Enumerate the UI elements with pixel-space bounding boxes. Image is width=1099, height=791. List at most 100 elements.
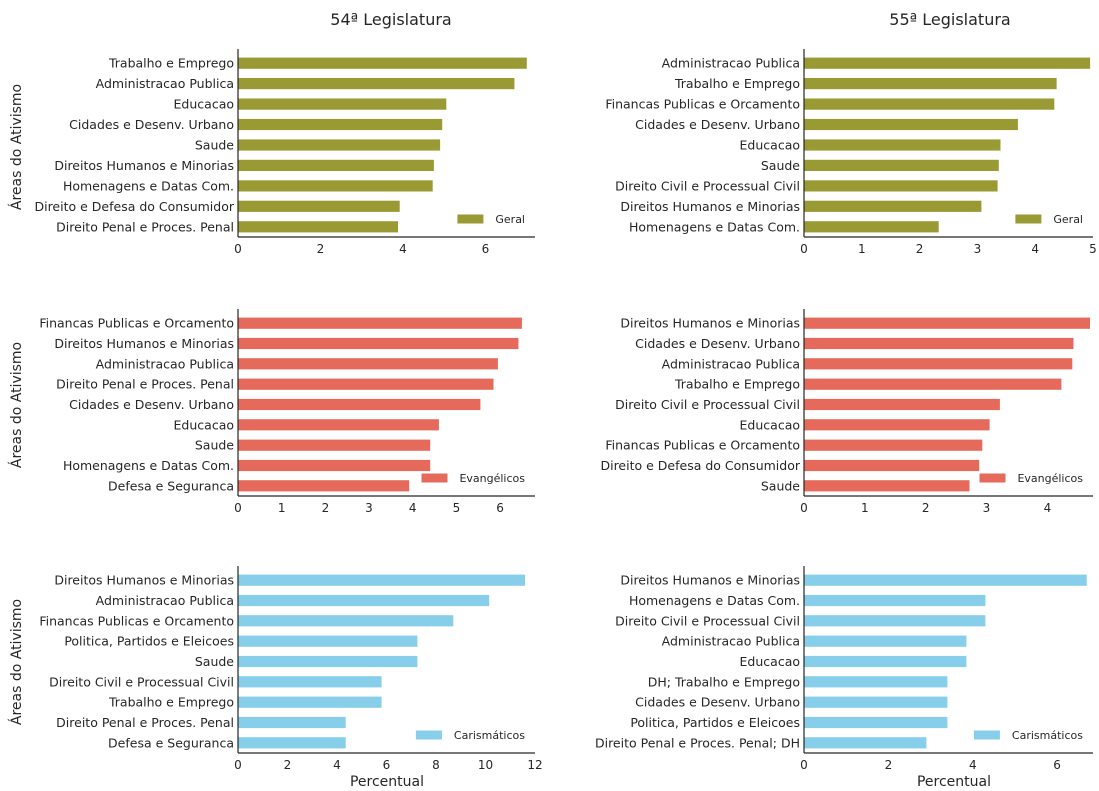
bar-carismaticos-55-7 [804,696,948,708]
legend-swatch [457,214,484,224]
panel-geral-55: Administracao Publica Trabalho e Emprego F… [605,49,1097,256]
category-label: Homenagens e Datas Com. [629,593,800,608]
category-label: Cidades e Desenv. Urbano [69,397,234,412]
x-tick-label: 5 [453,501,461,515]
category-label: Trabalho e Emprego [674,76,800,91]
x-tick-label: 0 [234,758,242,772]
bar-geral-55-9 [804,221,939,233]
bar-carismaticos-55-6 [804,676,948,688]
bar-geral-54-2 [238,78,515,90]
bar-carismaticos-54-1 [238,574,526,586]
legend-swatch [421,473,448,483]
legend-swatch [979,473,1006,483]
legend-swatch [415,730,442,740]
category-label: Direito Civil e Processual Civil [615,613,800,628]
bar-evangelicos-55-9 [804,480,970,492]
bar-carismaticos-54-6 [238,676,382,688]
x-tick-label: 0 [800,501,808,515]
category-label: Administracao Publica [662,634,800,649]
x-tick-label: 4 [1031,242,1039,256]
bar-evangelicos-55-2 [804,337,1074,350]
category-label: Direitos Humanos e Minorias [620,199,800,214]
bar-geral-55-7 [804,180,998,192]
bar-carismaticos-54-7 [238,696,382,708]
bar-carismaticos-55-8 [804,716,948,729]
bar-evangelicos-54-7 [238,439,431,451]
panel-evangelicos-55: Direitos Humanos e Minorias Cidades e Des… [600,309,1093,515]
category-label: Administracao Publica [96,356,234,371]
category-label: Politica, Partidos e Eleicoes [64,634,234,649]
x-tick-label: 0 [800,242,808,256]
bar-carismaticos-54-8 [238,716,346,729]
x-tick-label: 8 [432,758,440,772]
legend-label: Geral [495,213,525,226]
x-tick-label: 6 [482,242,490,256]
category-label: Direitos Humanos e Minorias [620,573,800,588]
category-label: Cidades e Desenv. Urbano [69,117,234,132]
x-tick-label: 6 [496,501,504,515]
category-label: Saude [761,158,800,173]
bar-geral-54-6 [238,159,434,171]
category-label: Educacao [740,654,800,669]
bar-carismaticos-54-3 [238,615,454,627]
bar-evangelicos-54-8 [238,459,431,472]
x-tick-label: 12 [527,758,542,772]
bar-evangelicos-54-1 [238,317,522,329]
bar-evangelicos-55-3 [804,358,1073,370]
category-label: Direito e Defesa do Consumidor [600,458,800,473]
category-label: Direitos Humanos e Minorias [54,158,234,173]
category-label: Educacao [174,417,234,432]
x-tick-label: 1 [861,501,869,515]
category-label: Cidades e Desenv. Urbano [635,117,800,132]
bar-geral-54-4 [238,118,443,131]
bar-carismaticos-55-2 [804,594,986,607]
bar-geral-54-1 [238,57,527,69]
bar-evangelicos-54-5 [238,398,481,411]
x-tick-label: 2 [916,242,924,256]
bar-carismaticos-54-2 [238,594,490,607]
category-label: Defesa e Seguranca [108,478,234,493]
bar-geral-55-6 [804,159,999,171]
bar-evangelicos-54-4 [238,378,494,390]
legend-label: Carismáticos [454,729,525,742]
x-tick-label: 4 [409,501,417,515]
bar-evangelicos-54-6 [238,419,439,431]
bar-evangelicos-55-6 [804,419,990,431]
bar-evangelicos-54-2 [238,337,519,350]
bar-geral-55-8 [804,200,982,212]
bar-evangelicos-54-9 [238,480,410,492]
panel-evangelicos-54: Financas Publicas e Orcamento Direitos Hu… [39,309,535,515]
x-tick-label: 4 [969,758,977,772]
bar-carismaticos-55-3 [804,615,986,627]
category-label: Saude [761,478,800,493]
legend-swatch [1015,214,1042,224]
category-label: Financas Publicas e Orcamento [39,316,234,331]
category-label: Direitos Humanos e Minorias [54,336,234,351]
bar-evangelicos-55-8 [804,459,980,472]
category-label: Homenagens e Datas Com. [629,219,800,234]
bar-carismaticos-54-5 [238,655,418,668]
x-tick-label: 4 [399,242,407,256]
x-tick-label: 6 [1053,758,1061,772]
bar-evangelicos-55-1 [804,317,1090,329]
category-label: Administracao Publica [662,56,800,71]
category-label: Direito Penal e Proces. Penal; DH [595,735,800,750]
column-title-55: 55ª Legislatura [889,10,1010,29]
category-label: Financas Publicas e Orcamento [605,438,800,453]
category-label: Financas Publicas e Orcamento [39,613,234,628]
x-tick-label: 0 [234,501,242,515]
bar-geral-54-3 [238,98,447,110]
x-tick-label: 3 [983,501,991,515]
x-tick-label: 1 [278,501,286,515]
legend-label: Geral [1053,213,1083,226]
bar-carismaticos-55-9 [804,737,927,749]
x-tick-label: 2 [922,501,930,515]
bar-evangelicos-55-5 [804,398,1000,411]
y-axis-title-row-2: Áreas do Ativismo [8,342,25,468]
bar-geral-54-5 [238,139,441,151]
x-tick-label: 6 [383,758,391,772]
category-label: Educacao [740,417,800,432]
category-label: Direitos Humanos e Minorias [620,316,800,331]
category-label: Defesa e Seguranca [108,735,234,750]
